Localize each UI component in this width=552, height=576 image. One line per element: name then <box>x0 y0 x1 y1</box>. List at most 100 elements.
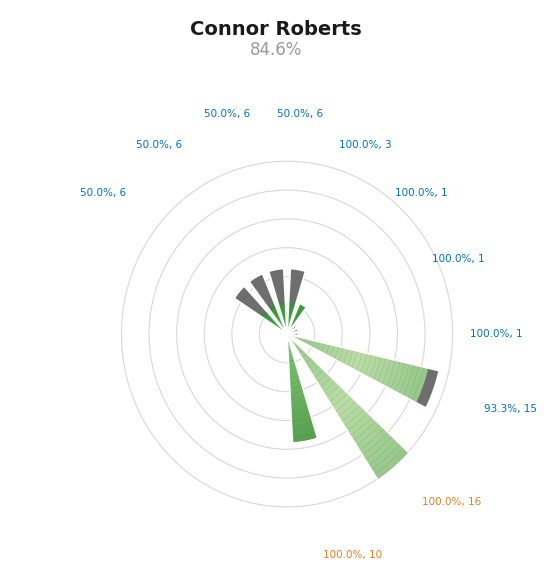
Text: 100.0%, 10: 100.0%, 10 <box>323 550 383 560</box>
Polygon shape <box>287 308 294 334</box>
Polygon shape <box>272 310 287 334</box>
Polygon shape <box>278 302 287 334</box>
Polygon shape <box>287 334 303 354</box>
Polygon shape <box>287 334 408 479</box>
Polygon shape <box>287 317 292 334</box>
Text: 93.3%, 15: 93.3%, 15 <box>484 404 537 414</box>
Polygon shape <box>282 314 287 334</box>
Polygon shape <box>287 334 330 355</box>
Polygon shape <box>287 334 355 416</box>
Polygon shape <box>279 304 287 334</box>
Polygon shape <box>285 325 287 334</box>
Polygon shape <box>287 329 297 334</box>
Polygon shape <box>287 334 336 392</box>
Polygon shape <box>287 334 313 426</box>
Text: 100.0%, 1: 100.0%, 1 <box>432 254 484 264</box>
Polygon shape <box>285 328 287 334</box>
Text: 50.0%, 6: 50.0%, 6 <box>204 108 251 119</box>
Polygon shape <box>287 310 294 334</box>
Polygon shape <box>275 323 287 334</box>
Polygon shape <box>287 334 315 368</box>
Text: 100.0%, 16: 100.0%, 16 <box>422 497 481 507</box>
Polygon shape <box>287 329 297 334</box>
Polygon shape <box>287 334 311 346</box>
Polygon shape <box>264 313 287 334</box>
Polygon shape <box>269 306 287 334</box>
Text: 100.0%, 1: 100.0%, 1 <box>395 188 448 198</box>
Polygon shape <box>287 334 352 411</box>
Polygon shape <box>287 334 307 404</box>
Polygon shape <box>287 334 317 442</box>
Polygon shape <box>287 334 358 369</box>
Polygon shape <box>276 316 287 334</box>
Polygon shape <box>287 334 299 377</box>
Polygon shape <box>287 334 293 355</box>
Polygon shape <box>287 334 390 384</box>
Polygon shape <box>278 320 287 334</box>
Polygon shape <box>286 330 287 334</box>
Polygon shape <box>287 334 290 345</box>
Polygon shape <box>287 334 331 387</box>
Polygon shape <box>287 334 327 382</box>
Text: 50.0%, 6: 50.0%, 6 <box>277 108 323 119</box>
Polygon shape <box>281 324 287 334</box>
Polygon shape <box>287 326 296 334</box>
Polygon shape <box>287 306 295 334</box>
Polygon shape <box>263 312 287 334</box>
Polygon shape <box>287 334 343 401</box>
Polygon shape <box>282 326 287 334</box>
Polygon shape <box>287 314 293 334</box>
Polygon shape <box>282 329 287 334</box>
Polygon shape <box>287 304 306 334</box>
Polygon shape <box>287 334 376 377</box>
Polygon shape <box>280 308 287 334</box>
Polygon shape <box>287 334 362 371</box>
Polygon shape <box>287 334 339 359</box>
Polygon shape <box>287 334 311 420</box>
Polygon shape <box>287 334 296 339</box>
Polygon shape <box>287 334 316 437</box>
Polygon shape <box>287 334 408 479</box>
Polygon shape <box>287 334 301 382</box>
Polygon shape <box>287 334 301 341</box>
Polygon shape <box>287 334 388 455</box>
Polygon shape <box>287 334 367 373</box>
Polygon shape <box>287 334 315 348</box>
Polygon shape <box>271 308 287 334</box>
Text: 100.0%, 1: 100.0%, 1 <box>470 329 523 339</box>
Polygon shape <box>287 334 307 358</box>
Polygon shape <box>274 314 287 334</box>
Polygon shape <box>287 325 289 334</box>
Polygon shape <box>284 330 287 334</box>
Polygon shape <box>272 320 287 334</box>
Polygon shape <box>287 334 423 400</box>
Polygon shape <box>287 334 339 397</box>
Polygon shape <box>287 334 291 339</box>
Polygon shape <box>287 334 314 431</box>
Polygon shape <box>283 321 287 334</box>
Polygon shape <box>277 325 287 334</box>
Polygon shape <box>270 319 287 334</box>
Polygon shape <box>284 331 287 334</box>
Polygon shape <box>287 334 343 362</box>
Polygon shape <box>287 333 298 335</box>
Polygon shape <box>287 323 290 334</box>
Polygon shape <box>287 328 289 334</box>
Polygon shape <box>287 334 386 382</box>
Text: 100.0%, 3: 100.0%, 3 <box>339 139 392 150</box>
Polygon shape <box>287 334 306 343</box>
Polygon shape <box>287 333 298 335</box>
Polygon shape <box>287 334 368 431</box>
Polygon shape <box>286 332 287 334</box>
Polygon shape <box>266 315 287 334</box>
Polygon shape <box>283 319 287 334</box>
Polygon shape <box>279 322 287 334</box>
Polygon shape <box>286 332 287 334</box>
Polygon shape <box>287 334 372 435</box>
Polygon shape <box>285 332 287 334</box>
Polygon shape <box>287 334 299 348</box>
Polygon shape <box>287 334 414 396</box>
Polygon shape <box>287 334 298 372</box>
Polygon shape <box>287 334 353 366</box>
Polygon shape <box>287 334 428 403</box>
